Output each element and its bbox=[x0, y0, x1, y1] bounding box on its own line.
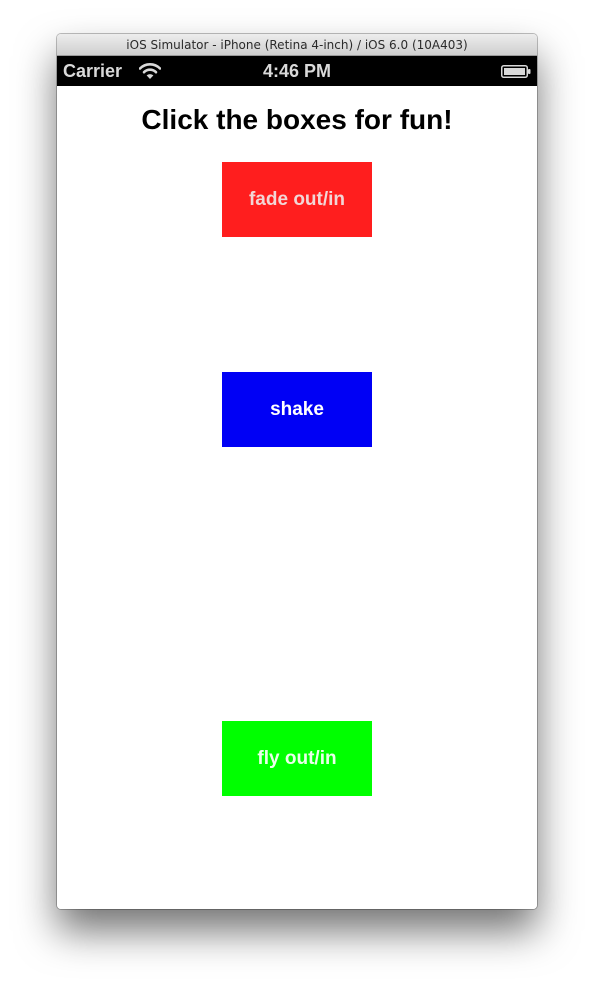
wifi-icon bbox=[139, 63, 161, 79]
fade-box[interactable]: fade out/in bbox=[222, 162, 372, 237]
shake-box[interactable]: shake bbox=[222, 372, 372, 447]
carrier-label: Carrier bbox=[63, 61, 123, 81]
fade-box-label: fade out/in bbox=[248, 188, 346, 210]
status-time: 4:46 PM bbox=[262, 61, 332, 81]
window-titlebar: iOS Simulator - iPhone (Retina 4-inch) /… bbox=[57, 34, 537, 56]
shake-box-label: shake bbox=[270, 398, 324, 420]
battery-icon bbox=[501, 65, 531, 78]
page-title: Click the boxes for fun! bbox=[141, 104, 453, 135]
window-title: iOS Simulator - iPhone (Retina 4-inch) /… bbox=[126, 38, 468, 52]
fly-box[interactable]: fly out/in bbox=[222, 721, 372, 796]
simulator-window: iOS Simulator - iPhone (Retina 4-inch) /… bbox=[57, 34, 537, 909]
status-bar: Carrier 4:46 PM bbox=[57, 56, 537, 86]
fly-box-label: fly out/in bbox=[257, 747, 337, 769]
app-screen: Click the boxes for fun! fade out/in sha… bbox=[57, 86, 537, 909]
